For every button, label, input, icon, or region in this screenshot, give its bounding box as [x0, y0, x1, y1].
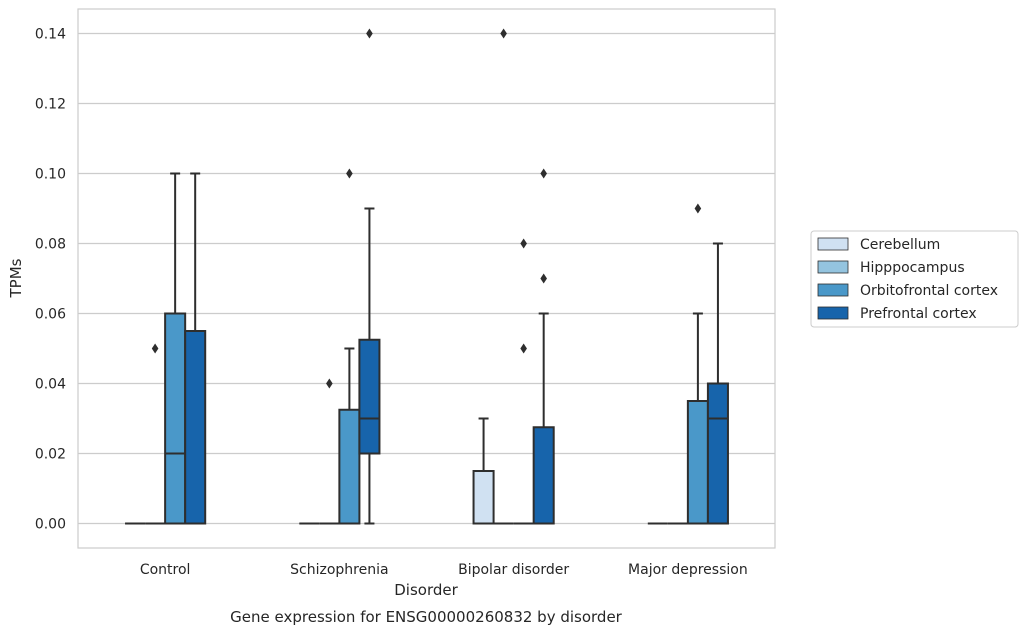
box-rect	[184, 330, 207, 525]
y-axis-ticks: 0.00 0.02 0.04 0.06 0.08 0.10 0.12 0.14	[35, 27, 66, 533]
outlier-marker	[151, 343, 159, 354]
outlier-marker	[346, 168, 353, 179]
y-axis-label: TPMs	[7, 258, 25, 298]
legend-label: Prefrontal cortex	[860, 306, 977, 322]
box-group	[299, 28, 381, 525]
box-rect	[686, 400, 709, 525]
y-tick-label: 0.12	[35, 97, 66, 113]
box-rect	[472, 470, 495, 525]
y-tick-label: 0.14	[35, 27, 66, 43]
outlier-marker	[540, 273, 547, 284]
y-tick-label: 0.10	[35, 167, 66, 183]
x-tick-label: Major depression	[628, 562, 748, 578]
x-axis-ticks: Control Schizophrenia Bipolar disorder Majo…	[140, 562, 748, 578]
outlier-marker	[520, 238, 527, 249]
legend-label: Orbitofrontal cortex	[860, 283, 998, 299]
box-rect	[532, 426, 555, 525]
box-rect	[338, 408, 361, 525]
legend-swatch	[817, 306, 849, 320]
x-tick-label: Control	[140, 562, 191, 578]
y-tick-label: 0.04	[35, 377, 66, 393]
x-tick-label: Schizophrenia	[290, 562, 388, 578]
plot-frame	[77, 8, 776, 549]
y-tick-label: 0.06	[35, 307, 66, 323]
legend-label: Hipppocampus	[860, 260, 965, 276]
legend-swatch	[817, 237, 849, 251]
legend-frame	[810, 230, 1019, 328]
box-rect	[358, 338, 381, 455]
outlier-marker	[366, 28, 373, 39]
outlier-marker	[520, 343, 527, 354]
box-group	[472, 28, 555, 525]
outlier-marker	[540, 168, 547, 179]
legend-swatch	[817, 260, 849, 274]
chart-caption: Gene expression for ENSG00000260832 by d…	[230, 608, 623, 626]
box-groups	[125, 28, 729, 525]
legend-label: Cerebellum	[860, 237, 940, 253]
y-tick-label: 0.08	[35, 237, 66, 253]
legend-swatch	[817, 283, 849, 297]
box-rect	[164, 312, 187, 525]
y-tick-label: 0.02	[35, 447, 66, 463]
box-rect	[706, 382, 729, 525]
x-axis-label: Disorder	[394, 581, 458, 599]
outlier-marker	[500, 28, 507, 39]
y-tick-label: 0.00	[35, 517, 66, 533]
box-group	[647, 203, 729, 525]
legend: Cerebellum Hipppocampus Orbitofrontal cort…	[810, 230, 1019, 328]
x-tick-label: Bipolar disorder	[458, 562, 569, 578]
outlier-marker	[326, 378, 333, 389]
box-group	[125, 172, 207, 525]
outlier-marker	[694, 203, 702, 214]
